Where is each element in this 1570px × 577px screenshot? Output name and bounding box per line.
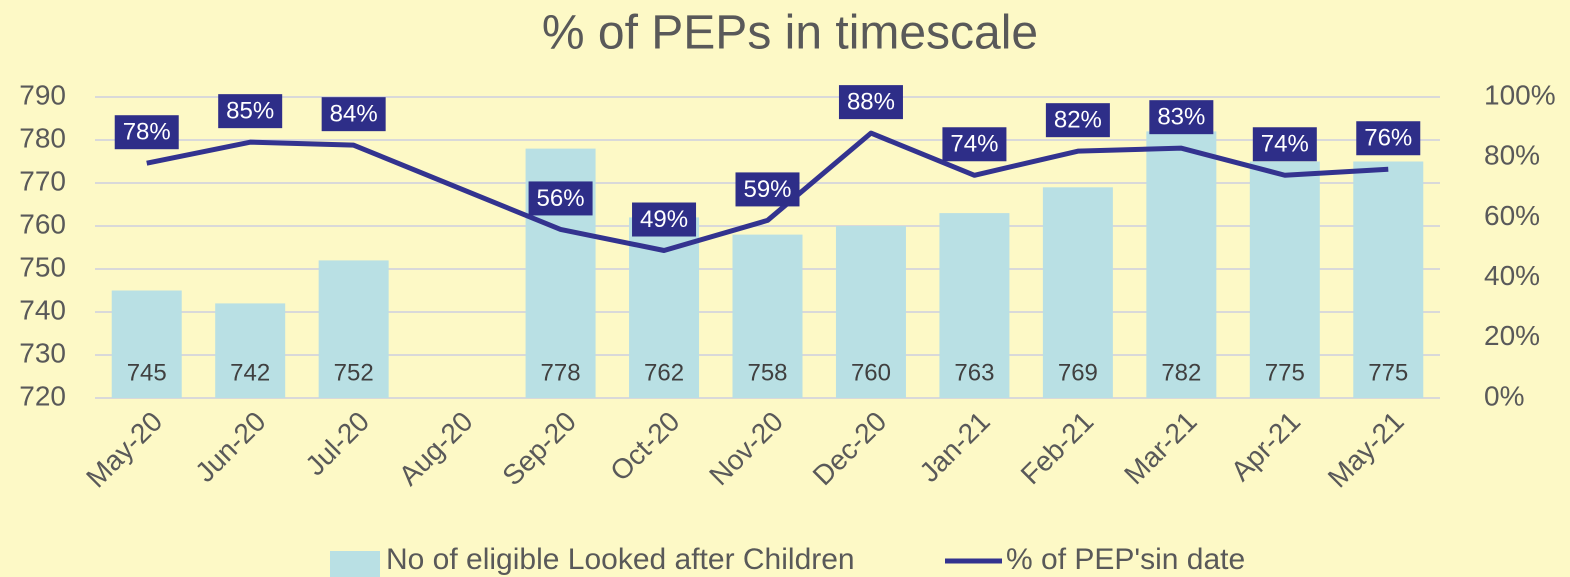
data-label: 74% <box>1261 131 1309 158</box>
bar <box>318 260 389 398</box>
data-label: 56% <box>537 185 585 212</box>
bar <box>732 234 803 398</box>
bar-label: 752 <box>334 359 374 386</box>
data-label-box <box>838 85 903 120</box>
data-label-box <box>1252 127 1317 162</box>
legend-label: No of eligible Looked after Children <box>386 543 855 576</box>
line <box>146 130 1389 254</box>
data-label: 49% <box>640 206 688 233</box>
y-tick-label: 770 <box>19 165 66 196</box>
bar-label: 762 <box>644 359 684 386</box>
bar-label: 775 <box>1368 359 1408 386</box>
chart-title: % of PEPs in timescale <box>542 7 1038 60</box>
y2-tick-label: 60% <box>1484 200 1540 231</box>
data-label-box <box>1149 100 1214 135</box>
y-tick-label: 740 <box>19 294 66 325</box>
y-tick-label: 780 <box>19 122 66 153</box>
data-label: 59% <box>743 176 791 203</box>
bar <box>1249 161 1320 398</box>
data-label-box <box>321 97 386 132</box>
data-label-box <box>218 94 283 129</box>
data-label-box <box>942 127 1007 162</box>
y2-tick-label: 20% <box>1484 320 1540 351</box>
bar-label: 760 <box>851 359 891 386</box>
legend-label: % of PEP'sin date <box>1006 543 1245 576</box>
y2-tick-label: 80% <box>1484 140 1540 171</box>
bar <box>1042 187 1113 398</box>
bar-label: 769 <box>1058 359 1098 386</box>
data-label: 82% <box>1054 107 1102 134</box>
bar <box>939 213 1010 398</box>
bar-label: 778 <box>541 359 581 386</box>
bar <box>1353 161 1424 398</box>
y-tick-label: 730 <box>19 337 66 368</box>
bar-label: 763 <box>954 359 994 386</box>
data-label-box <box>114 115 179 150</box>
data-label: 78% <box>123 119 171 146</box>
bar-label: 775 <box>1265 359 1305 386</box>
bar-label: 742 <box>230 359 270 386</box>
data-label-box <box>528 181 593 216</box>
bar <box>215 303 286 398</box>
data-label-box <box>735 172 800 207</box>
y-tick-label: 750 <box>19 251 66 282</box>
bar <box>835 226 906 398</box>
y-tick-label: 790 <box>19 79 66 110</box>
bar <box>1146 131 1217 398</box>
bar <box>111 290 182 398</box>
data-label: 76% <box>1364 125 1412 152</box>
data-label-box <box>632 202 697 237</box>
data-label: 85% <box>226 97 274 124</box>
data-label: 88% <box>847 88 895 115</box>
y2-tick-label: 100% <box>1484 79 1556 110</box>
bar-label: 782 <box>1161 359 1201 386</box>
bar-label: 745 <box>127 359 167 386</box>
bar-label: 758 <box>747 359 787 386</box>
data-label-box <box>1045 103 1110 138</box>
data-label: 83% <box>1157 104 1205 131</box>
data-label-box <box>1356 121 1421 156</box>
y-tick-label: 720 <box>19 380 66 411</box>
legend-swatch <box>330 551 380 577</box>
data-label: 84% <box>330 101 378 128</box>
y2-tick-label: 40% <box>1484 260 1540 291</box>
data-label: 74% <box>950 131 998 158</box>
y2-tick-label: 0% <box>1484 380 1524 411</box>
y-tick-label: 760 <box>19 208 66 239</box>
